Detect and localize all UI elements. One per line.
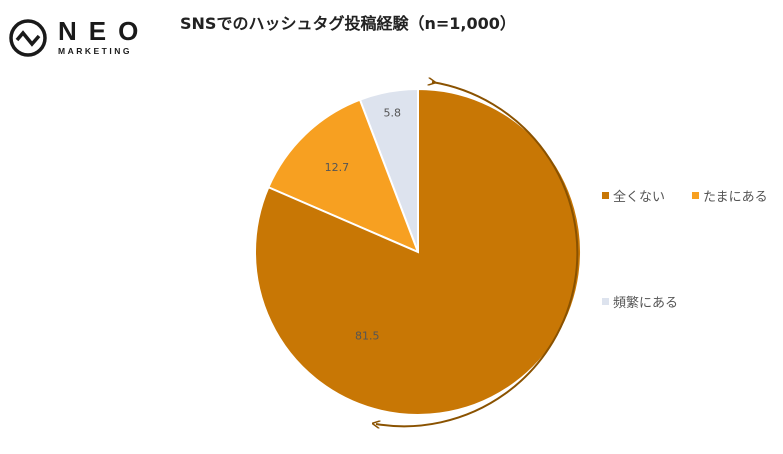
flow-arrow [376, 82, 579, 426]
legend-item-1: たまにある [692, 186, 768, 205]
legend-item-0: 全くない [602, 186, 665, 205]
legend-item-2: 頻繁にある [602, 292, 678, 311]
legend-swatch [692, 192, 699, 199]
legend-label: たまにある [703, 190, 768, 205]
data-label-0: 81.5 [355, 330, 380, 343]
chart-title: SNSでのハッシュタグ投稿経験（n=1,000） [180, 14, 516, 33]
neo-logo-icon [9, 19, 47, 57]
data-label-2: 5.8 [384, 107, 402, 120]
legend-label: 全くない [613, 190, 666, 205]
logo-subtext: MARKETING [58, 46, 132, 56]
legend-swatch [602, 298, 609, 305]
data-label-1: 12.7 [325, 161, 350, 174]
logo-text: NEO [58, 16, 151, 46]
legend-label: 頻繁にある [613, 296, 679, 311]
legend-swatch [602, 192, 609, 199]
